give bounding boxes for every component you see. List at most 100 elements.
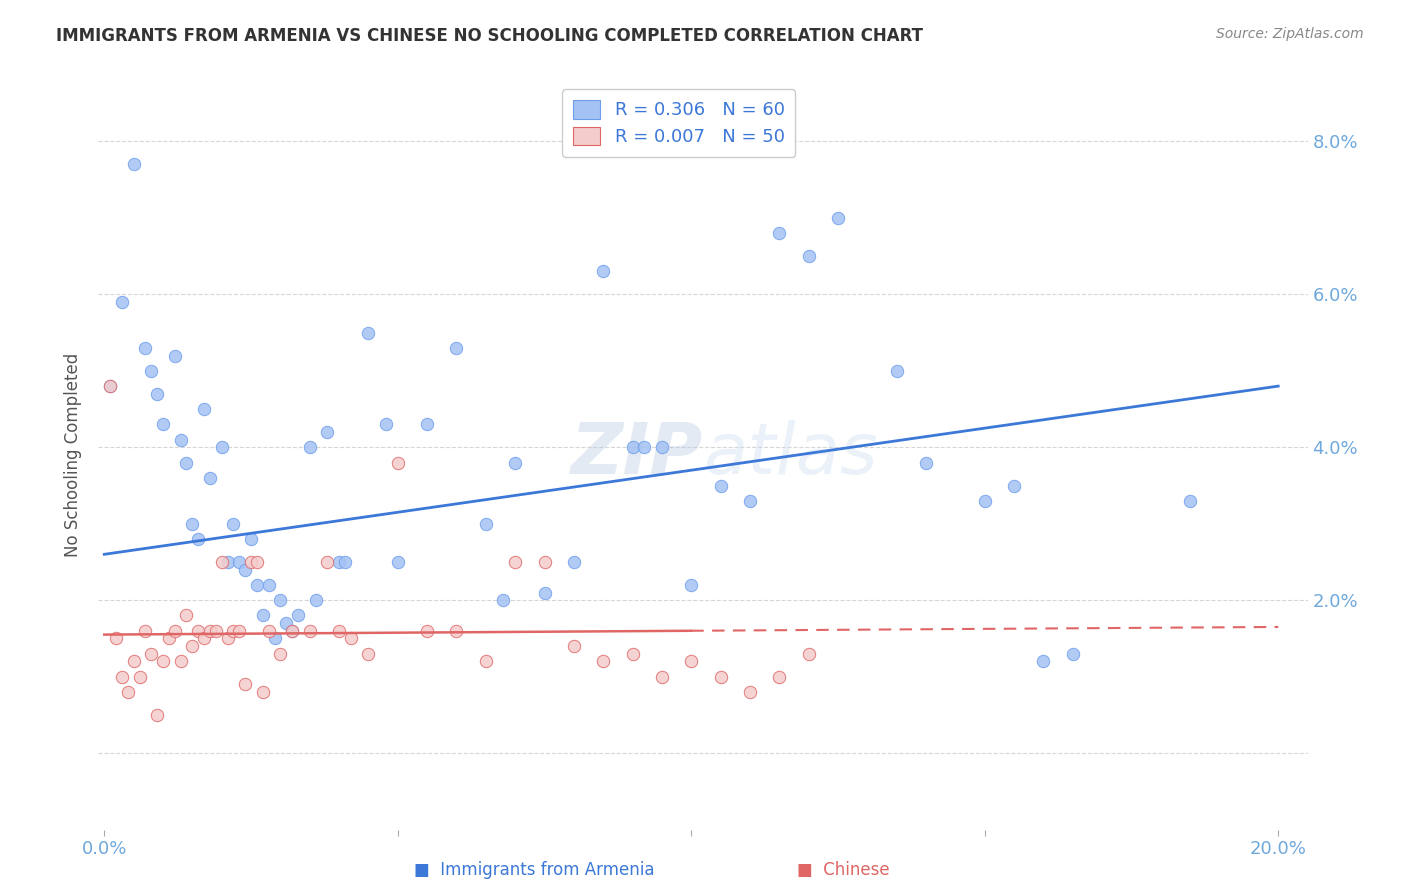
Point [475,516,498,531]
Point [252,685,274,699]
Point [187,532,209,546]
Point [328,555,350,569]
Point [152,654,174,668]
Text: IMMIGRANTS FROM ARMENIA VS CHINESE NO SCHOOLING COMPLETED CORRELATION CHART: IMMIGRANTS FROM ARMENIA VS CHINESE NO SC… [56,27,924,45]
Point [316,555,339,569]
Point [122,654,145,668]
Point [233,563,256,577]
Point [357,326,380,340]
Point [797,647,820,661]
Point [281,624,304,638]
Point [681,578,703,592]
Point [416,417,439,432]
Point [387,456,409,470]
Point [768,226,790,240]
Point [98,379,121,393]
Point [416,624,439,638]
Point [198,471,221,485]
Point [328,624,350,638]
Point [827,211,849,225]
Point [217,632,239,646]
Point [298,624,321,638]
Point [152,417,174,432]
Point [169,433,191,447]
Text: atlas: atlas [703,420,877,490]
Text: ■  Chinese: ■ Chinese [797,861,890,879]
Point [387,555,409,569]
Point [738,685,761,699]
Point [621,647,644,661]
Point [651,670,673,684]
Point [316,425,339,439]
Point [169,654,191,668]
Point [1032,654,1054,668]
Point [111,670,134,684]
Point [503,555,526,569]
Point [193,632,215,646]
Point [446,624,468,638]
Point [738,493,761,508]
Point [304,593,326,607]
Point [187,624,209,638]
Point [257,624,280,638]
Point [228,624,250,638]
Text: ZIP: ZIP [571,420,703,490]
Point [269,647,291,661]
Point [475,654,498,668]
Point [228,555,250,569]
Point [710,478,733,492]
Point [492,593,515,607]
Point [915,456,938,470]
Point [257,578,280,592]
Point [562,639,585,653]
Point [375,417,398,432]
Point [240,532,263,546]
Point [146,707,169,722]
Point [252,608,274,623]
Point [98,379,121,393]
Point [233,677,256,691]
Point [357,647,380,661]
Point [276,616,298,631]
Point [503,456,526,470]
Point [181,516,204,531]
Point [222,516,245,531]
Point [122,157,145,171]
Point [1002,478,1025,492]
Point [105,632,128,646]
Point [193,402,215,417]
Point [1062,647,1084,661]
Point [128,670,150,684]
Point [592,264,614,278]
Point [533,555,555,569]
Point [198,624,221,638]
Point [621,440,644,454]
Point [1180,493,1202,508]
Point [163,349,186,363]
Point [181,639,204,653]
Point [340,632,363,646]
Point [263,632,285,646]
Point [211,440,233,454]
Point [176,456,198,470]
Point [141,647,163,661]
Point [287,608,309,623]
Point [157,632,180,646]
Point [886,364,908,378]
Point [146,386,169,401]
Point [797,249,820,263]
Point [446,341,468,355]
Point [246,555,269,569]
Point [222,624,245,638]
Point [768,670,790,684]
Legend: R = 0.306   N = 60, R = 0.007   N = 50: R = 0.306 N = 60, R = 0.007 N = 50 [562,89,796,157]
Point [117,685,139,699]
Point [333,555,356,569]
Point [141,364,163,378]
Point [592,654,614,668]
Point [298,440,321,454]
Point [633,440,655,454]
Point [211,555,233,569]
Point [240,555,263,569]
Point [134,624,156,638]
